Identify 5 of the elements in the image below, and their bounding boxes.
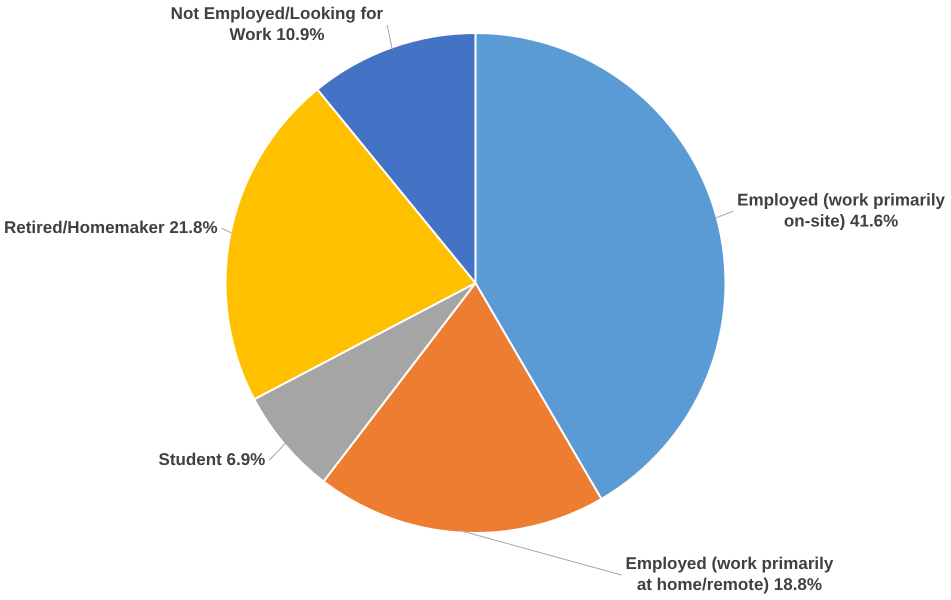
slice-label: Employed (work primarily on-site) 41.6% (737, 190, 946, 230)
slice-label: Employed (work primarily at home/remote) 18.8% (625, 554, 834, 594)
slice-label: Retired/Homemaker 21.8% (4, 218, 218, 237)
slice-label: Not Employed/Looking for Work 10.9% (170, 4, 384, 44)
slice-label: Student 6.9% (158, 450, 266, 469)
